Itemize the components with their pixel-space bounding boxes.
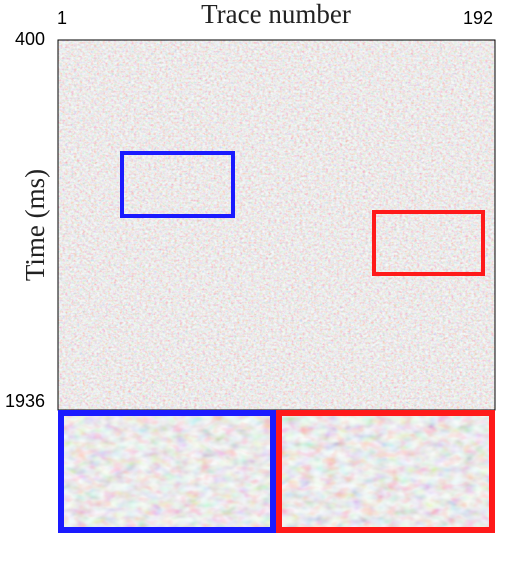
y-tick-label: 1936 bbox=[5, 391, 45, 411]
zoom-blue-frame bbox=[58, 410, 276, 533]
x-tick-label: 192 bbox=[463, 8, 493, 28]
blue-region-box bbox=[120, 151, 235, 218]
seismic-image bbox=[57, 39, 496, 411]
zoom-panels bbox=[58, 410, 495, 533]
x-tick-label: 1 bbox=[57, 8, 67, 28]
red-region-box bbox=[372, 210, 485, 276]
zoom-blue-noise-blue bbox=[61, 413, 273, 530]
y-axis-label: Time (ms) bbox=[20, 169, 50, 281]
zoom-red-frame bbox=[276, 410, 495, 533]
y-tick-label: 400 bbox=[15, 29, 45, 49]
zoom-red-noise-blue bbox=[279, 413, 492, 530]
x-axis-label: Trace number bbox=[201, 0, 351, 29]
image-noise-blue bbox=[58, 40, 495, 410]
